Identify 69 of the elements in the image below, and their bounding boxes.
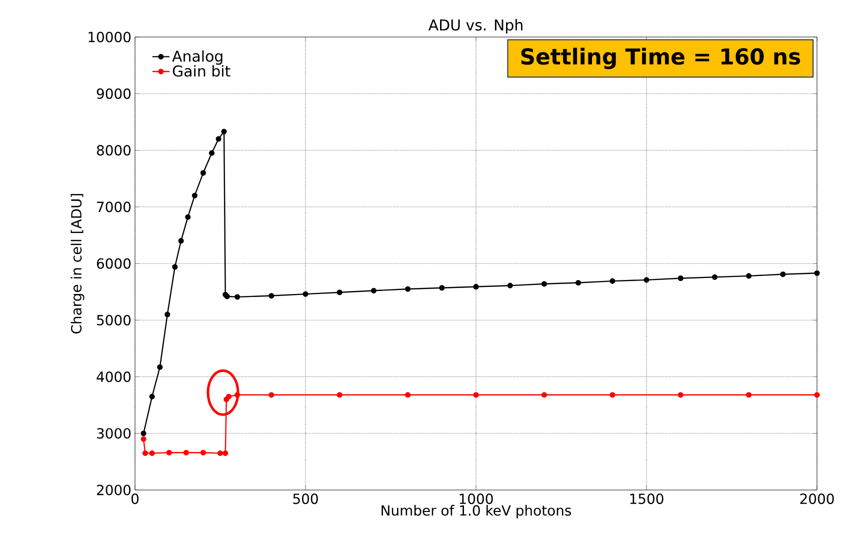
annotation: Settling Time = 160 ns xyxy=(521,48,800,70)
point xyxy=(712,274,718,280)
point xyxy=(157,364,163,370)
point xyxy=(576,280,582,286)
point xyxy=(200,170,206,176)
point xyxy=(166,450,172,456)
x-tick-label: 2000 xyxy=(800,494,834,504)
y-tick-label: 2000 xyxy=(97,484,131,496)
point xyxy=(217,450,224,456)
point xyxy=(541,392,547,398)
x-tick-label: 1500 xyxy=(630,494,664,504)
point xyxy=(140,430,146,436)
point xyxy=(164,312,170,318)
y-tick-label: 3000 xyxy=(97,428,131,439)
x-axis-title: Number of 1.0 keV photons xyxy=(382,504,572,518)
y-tick-label: 7000 xyxy=(97,202,131,212)
chart-title: ADU vs. Nph xyxy=(428,19,522,34)
point xyxy=(268,292,274,299)
point xyxy=(183,450,189,456)
point xyxy=(405,392,411,398)
point xyxy=(814,392,820,398)
y-tick-label: 10000 xyxy=(88,32,131,42)
x-tick-label: 0 xyxy=(131,494,139,504)
point xyxy=(142,450,148,456)
y-tick-label: 9000 xyxy=(96,88,131,99)
point xyxy=(222,450,228,456)
point xyxy=(678,392,684,398)
point xyxy=(473,392,479,398)
point xyxy=(746,392,752,398)
point xyxy=(336,290,342,296)
point xyxy=(780,271,786,278)
y-axis-title: Charge in cell [ADU] xyxy=(70,194,84,334)
x-tick-label: 500 xyxy=(293,494,318,504)
legend-label: Gain bit xyxy=(172,65,230,77)
point xyxy=(268,392,274,398)
point xyxy=(302,291,308,297)
point xyxy=(370,288,376,294)
point xyxy=(610,392,616,398)
point xyxy=(439,285,445,291)
y-tick-label: 4000 xyxy=(96,371,131,382)
point xyxy=(610,278,616,284)
point xyxy=(644,277,650,283)
y-tick-label: 6000 xyxy=(96,258,131,269)
point xyxy=(149,450,155,456)
y-tick-label: 5000 xyxy=(97,314,131,326)
point xyxy=(216,136,222,142)
point xyxy=(507,282,513,288)
point xyxy=(541,281,547,287)
point xyxy=(405,286,411,292)
x-tick-label: 1000 xyxy=(460,494,493,504)
point xyxy=(185,214,191,220)
point xyxy=(234,392,240,398)
y-tick-label: 8000 xyxy=(96,144,131,156)
point xyxy=(149,394,155,400)
point xyxy=(200,450,206,456)
point xyxy=(172,264,178,270)
point xyxy=(746,273,752,279)
point xyxy=(192,192,198,198)
point xyxy=(678,275,684,282)
point xyxy=(208,150,215,156)
point xyxy=(178,238,184,244)
point xyxy=(140,436,146,442)
legend-label: Analog xyxy=(172,50,222,65)
point xyxy=(814,270,820,276)
point xyxy=(336,392,342,398)
point xyxy=(234,294,240,300)
point xyxy=(226,394,232,400)
point xyxy=(473,284,479,290)
point xyxy=(221,128,227,134)
